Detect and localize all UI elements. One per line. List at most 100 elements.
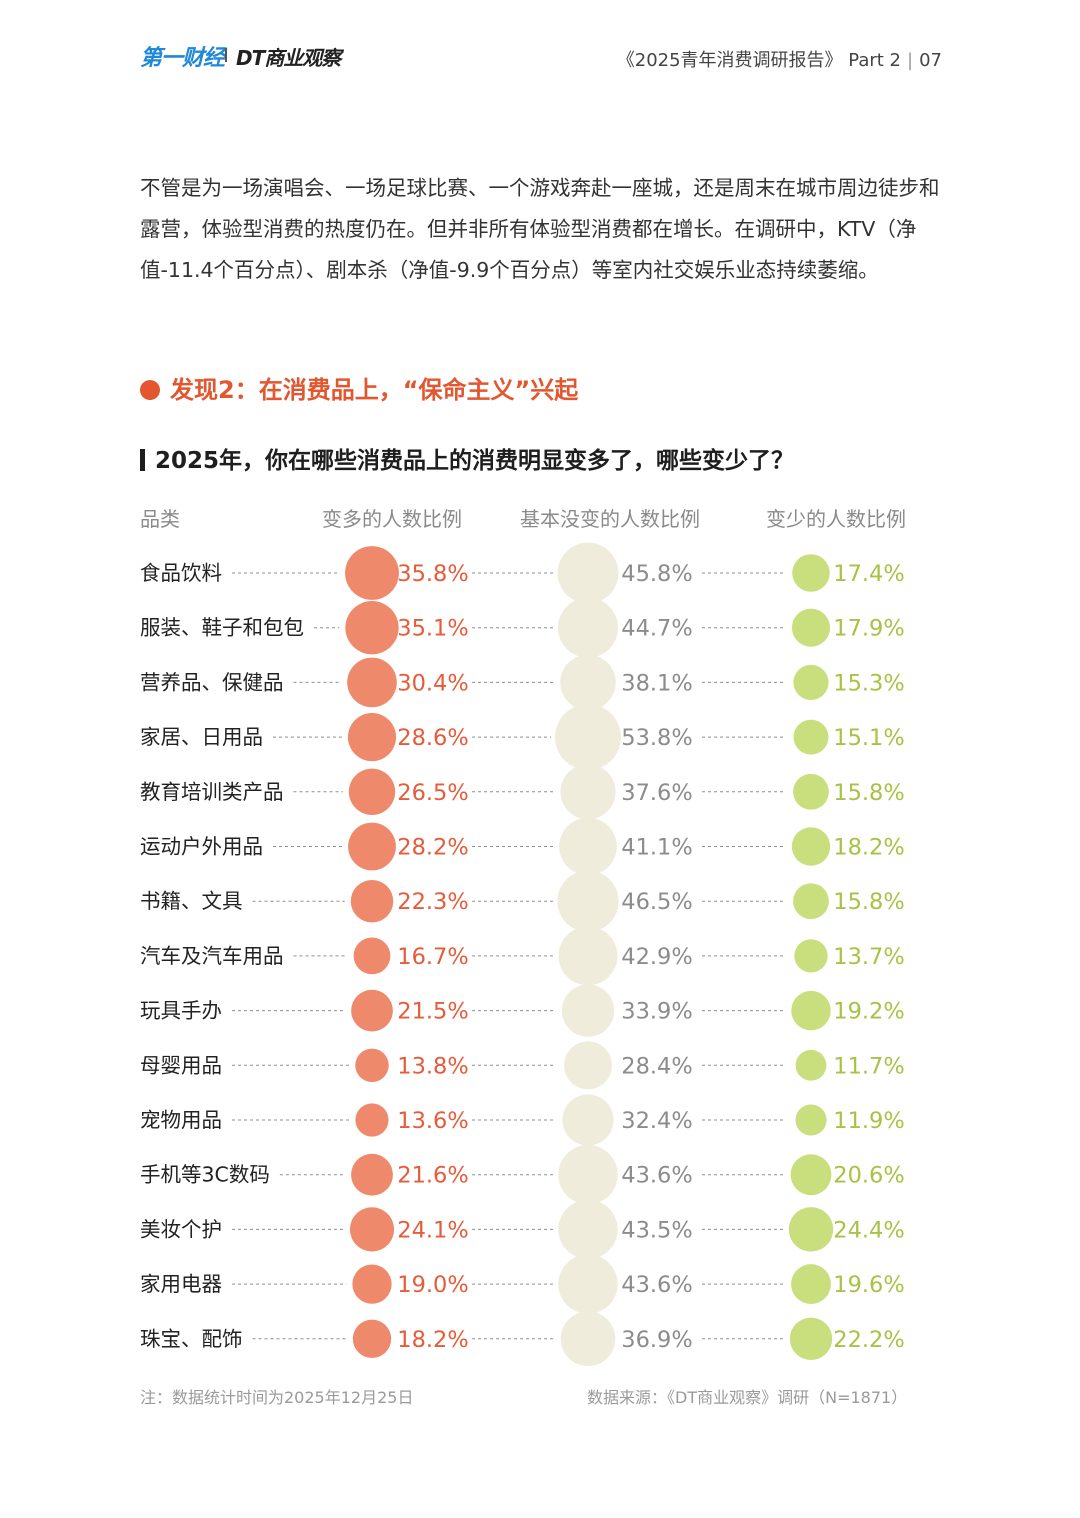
bubble-same	[557, 542, 619, 604]
value-label-same: 43.6%	[621, 1163, 692, 1189]
category-label: 营养品、保健品	[140, 670, 284, 694]
bubble-same	[558, 1254, 618, 1314]
bubble-more	[351, 989, 393, 1032]
bubble-less	[794, 939, 828, 973]
report-part: Part 2	[848, 50, 902, 71]
finding-heading: 发现2：在消费品上，“保命主义”兴起	[140, 370, 578, 405]
value-label-less: 11.7%	[833, 1053, 904, 1079]
bubble-more	[349, 1207, 395, 1252]
bubble-less	[791, 608, 831, 647]
category-label: 母婴用品	[140, 1053, 222, 1077]
bubble-more	[345, 601, 399, 655]
value-label-more: 18.2%	[397, 1327, 468, 1353]
value-label-same: 46.5%	[621, 889, 692, 915]
column-header-category: 品类	[140, 507, 180, 531]
value-label-less: 15.1%	[833, 725, 904, 751]
bubble-less	[793, 883, 829, 920]
page-header: 第一财经 DT商业观察 《2025青年消费调研报告》 Part 2 | 07	[140, 36, 942, 76]
bubble-same	[561, 984, 615, 1037]
category-label: 家居、日用品	[140, 725, 263, 749]
value-label-less: 13.7%	[833, 944, 904, 970]
bubble-more	[352, 1319, 392, 1358]
column-header-less: 变少的人数比例	[766, 507, 906, 531]
value-label-more: 28.6%	[397, 725, 468, 751]
bubble-same	[560, 764, 616, 820]
header-separator: |	[907, 50, 914, 71]
value-label-less: 19.6%	[833, 1272, 904, 1298]
category-label: 手机等3C数码	[140, 1163, 270, 1187]
value-label-same: 32.4%	[621, 1108, 692, 1134]
bubble-less	[793, 664, 829, 701]
category-label: 宠物用品	[140, 1108, 222, 1132]
yicai-logo: 第一财经	[140, 46, 225, 71]
value-label-same: 53.8%	[621, 725, 692, 751]
chart-title-text: 2025年，你在哪些消费品上的消费明显变多了，哪些变少了？	[155, 448, 795, 474]
bubble-more	[348, 768, 396, 815]
bubble-more	[351, 1153, 393, 1196]
category-label: 玩具手办	[140, 999, 222, 1023]
bubble-same	[564, 1041, 612, 1090]
bubble-same	[557, 870, 619, 932]
bubble-less	[790, 1154, 832, 1196]
bubble-more	[350, 879, 394, 923]
value-label-same: 37.6%	[621, 780, 692, 806]
value-label-more: 13.6%	[397, 1108, 468, 1134]
title-bar-icon	[140, 449, 145, 471]
report-title: 《2025青年消费调研报告》	[616, 50, 843, 71]
bubble-same	[562, 1094, 614, 1146]
value-label-more: 16.7%	[397, 944, 468, 970]
category-label: 书籍、文具	[140, 889, 243, 913]
value-label-same: 43.6%	[621, 1272, 692, 1298]
bubble-less	[795, 1049, 827, 1081]
finding-title: 发现2：在消费品上，“保命主义”兴起	[170, 376, 579, 404]
bubble-same	[560, 654, 616, 711]
value-label-same: 42.9%	[621, 944, 692, 970]
bubble-less	[788, 1207, 834, 1252]
value-label-more: 22.3%	[397, 889, 468, 915]
value-label-same: 36.9%	[621, 1327, 692, 1353]
bubble-same	[554, 704, 622, 771]
value-label-less: 15.8%	[833, 889, 904, 915]
bubble-less	[791, 990, 831, 1031]
category-label: 教育培训类产品	[140, 780, 284, 804]
category-label: 食品饮料	[140, 561, 222, 585]
bubble-more	[355, 1103, 389, 1137]
value-label-more: 28.2%	[397, 835, 468, 861]
category-label: 美妆个护	[140, 1217, 222, 1241]
bubble-less	[791, 827, 831, 866]
bubble-more	[353, 937, 391, 975]
data-source: 数据来源：《DT商业观察》调研（N=1871）	[587, 1388, 908, 1407]
bubble-same	[560, 1311, 616, 1367]
value-label-less: 17.9%	[833, 616, 904, 642]
value-label-less: 20.6%	[833, 1163, 904, 1189]
chart-title: 2025年，你在哪些消费品上的消费明显变多了，哪些变少了？	[140, 441, 794, 475]
value-label-more: 19.0%	[397, 1272, 468, 1298]
value-label-more: 13.8%	[397, 1053, 468, 1079]
bubble-less	[789, 1317, 833, 1361]
column-header-more: 变多的人数比例	[322, 507, 462, 531]
category-label: 运动户外用品	[140, 835, 263, 859]
bubble-less	[795, 1104, 827, 1136]
bubble-more	[352, 1264, 392, 1304]
bullet-dot-icon	[140, 380, 160, 400]
value-label-more: 21.6%	[397, 1163, 468, 1189]
bubble-less	[792, 554, 830, 592]
value-label-same: 43.5%	[621, 1217, 692, 1243]
value-label-more: 26.5%	[397, 780, 468, 806]
value-label-more: 30.4%	[397, 670, 468, 696]
bubble-more	[347, 657, 397, 708]
page-number: 07	[919, 50, 942, 71]
value-label-same: 38.1%	[621, 670, 692, 696]
value-label-same: 41.1%	[621, 835, 692, 861]
category-label: 家用电器	[140, 1272, 222, 1296]
logo-divider	[225, 48, 227, 62]
bubble-less	[791, 1264, 831, 1305]
bubble-same	[559, 817, 617, 876]
value-label-less: 18.2%	[833, 835, 904, 861]
report-title-line: 《2025青年消费调研报告》 Part 2 | 07	[617, 46, 942, 72]
value-label-more: 24.1%	[397, 1217, 468, 1243]
bubble-more	[347, 713, 397, 762]
bubble-more	[348, 822, 396, 871]
bubble-same	[558, 926, 618, 986]
